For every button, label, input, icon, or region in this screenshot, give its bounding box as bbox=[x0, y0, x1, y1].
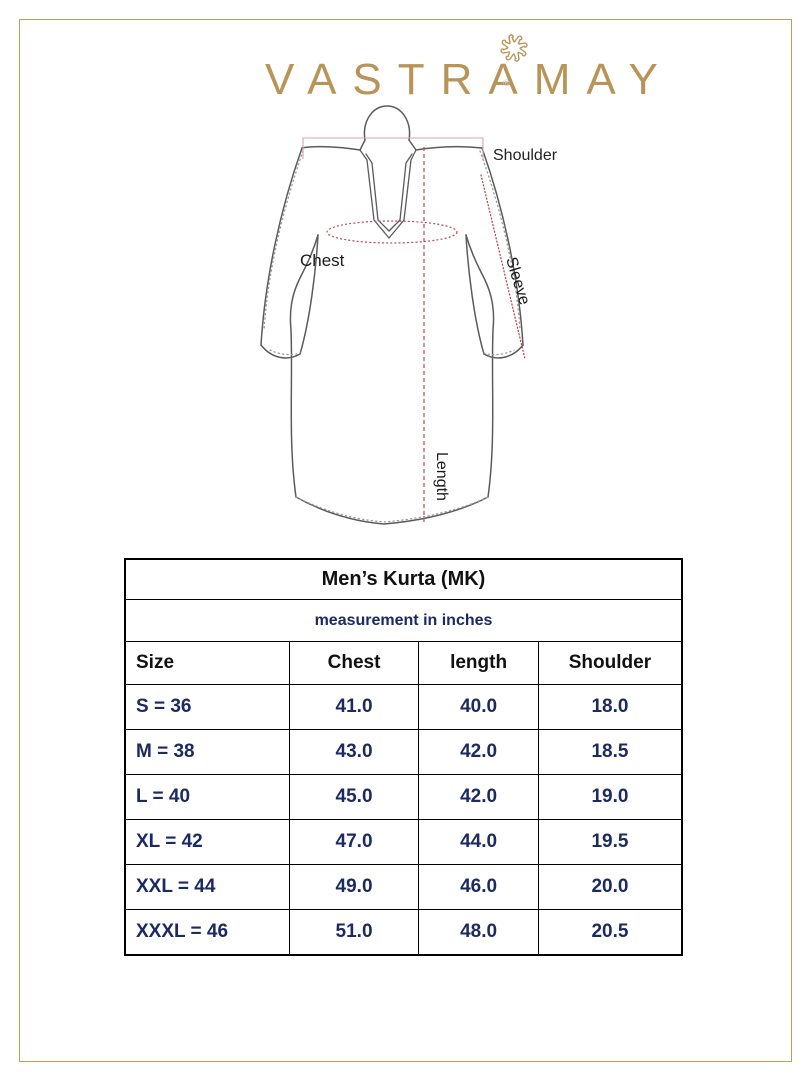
svg-text:Shoulder: Shoulder bbox=[493, 147, 558, 164]
svg-text:Length: Length bbox=[433, 452, 450, 501]
svg-text:Chest: Chest bbox=[300, 251, 345, 270]
